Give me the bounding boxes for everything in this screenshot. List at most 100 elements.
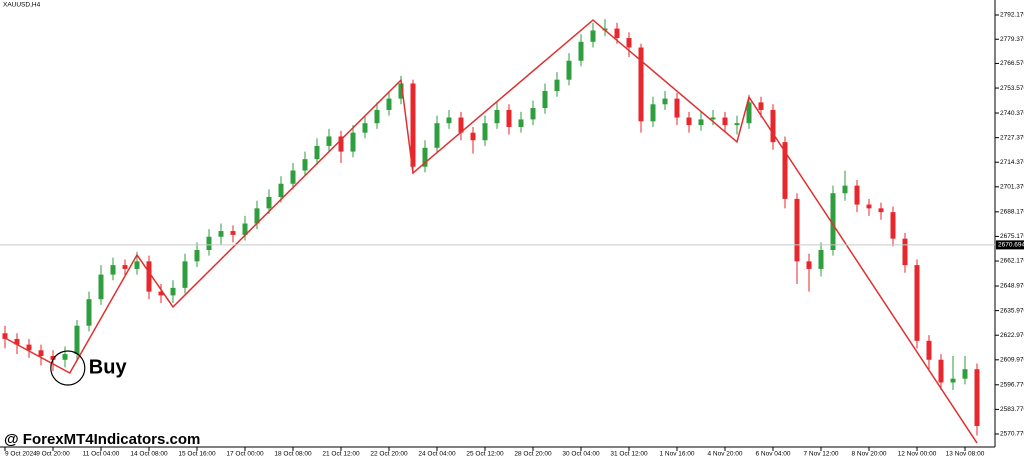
- candle-body: [254, 208, 260, 224]
- y-tick-label: 2675.170: [1000, 233, 1024, 240]
- candle-body: [866, 204, 872, 209]
- candle-body: [62, 354, 68, 360]
- x-tick-label: 17 Oct 00:00: [226, 451, 264, 458]
- x-tick-label: 13 Nov 08:00: [946, 451, 985, 458]
- candle-body: [170, 287, 176, 296]
- candle-body: [698, 119, 704, 126]
- candle-body: [782, 142, 788, 199]
- candle-body: [890, 212, 896, 239]
- candle-body: [818, 249, 824, 269]
- x-tick-label: 1 Nov 16:00: [659, 451, 694, 458]
- candle-body: [542, 91, 548, 109]
- candle-body: [302, 159, 308, 171]
- candle-body: [362, 123, 368, 133]
- candle-body: [146, 261, 152, 292]
- candle-body: [194, 249, 200, 262]
- candle-body: [770, 109, 776, 143]
- candle-body: [290, 170, 296, 184]
- y-tick-label: 2779.370: [1000, 36, 1024, 43]
- y-tick-label: 2688.170: [1000, 209, 1024, 216]
- annotation-circle: [50, 350, 86, 386]
- candle-body: [626, 38, 632, 48]
- y-tick-label: 2648.970: [1000, 283, 1024, 290]
- x-tick-label: 15 Oct 16:00: [178, 451, 216, 458]
- candle-body: [470, 132, 476, 141]
- candle-body: [2, 333, 8, 339]
- candle-body: [410, 83, 416, 167]
- candle-body: [38, 350, 44, 356]
- candle-body: [938, 359, 944, 383]
- x-tick-label: 30 Oct 04:00: [562, 451, 600, 458]
- candle-body: [722, 117, 728, 126]
- candle-body: [218, 231, 224, 237]
- y-tick-label: 2766.570: [1000, 60, 1024, 67]
- candle-body: [674, 98, 680, 118]
- candle-body: [278, 183, 284, 198]
- candle-body: [746, 102, 752, 124]
- candle-body: [182, 261, 188, 288]
- candle-body: [230, 231, 236, 235]
- x-tick-label: 22 Oct 20:00: [370, 451, 408, 458]
- x-tick-label: 21 Oct 12:00: [322, 451, 360, 458]
- x-tick-label: 31 Oct 12:00: [610, 451, 648, 458]
- candle-body: [110, 265, 116, 275]
- zigzag-line: [4, 19, 978, 444]
- plot-area: [2, 19, 980, 444]
- candle-body: [554, 79, 560, 92]
- candle-body: [734, 123, 740, 126]
- x-tick-label: 11 Oct 04:00: [83, 451, 120, 458]
- candle-body: [566, 60, 572, 80]
- x-tick-label: 6 Nov 04:00: [755, 451, 790, 458]
- x-tick-label: 18 Oct 08:00: [274, 451, 312, 458]
- x-tick-label: 14 Oct 08:00: [130, 451, 168, 458]
- y-tick-label: 2701.370: [1000, 184, 1024, 191]
- candle-body: [530, 108, 536, 120]
- y-tick-label: 2740.370: [1000, 110, 1024, 117]
- candle-body: [854, 185, 860, 205]
- candle-body: [950, 378, 956, 383]
- y-tick-label: 2635.970: [1000, 307, 1024, 314]
- y-tick-label: 2727.370: [1000, 134, 1024, 141]
- candle-body: [842, 185, 848, 194]
- candle-body: [434, 123, 440, 148]
- candle-body: [686, 117, 692, 126]
- candle-body: [14, 338, 20, 345]
- x-tick-label: 25 Oct 12:00: [466, 451, 504, 458]
- current-price-label: 2670.694: [998, 242, 1024, 249]
- candle-body: [458, 117, 464, 133]
- candle-body: [26, 344, 32, 351]
- candle-body: [758, 102, 764, 110]
- y-tick-label: 2714.370: [1000, 159, 1024, 166]
- y-tick-label: 2570.770: [1000, 431, 1024, 438]
- x-tick-label: 4 Nov 20:00: [707, 451, 742, 458]
- candle-body: [914, 265, 920, 341]
- annotation-label: Buy: [89, 356, 128, 378]
- candle-body: [134, 261, 140, 269]
- candle-body: [494, 109, 500, 124]
- y-tick-label: 2596.770: [1000, 382, 1024, 389]
- y-tick-label: 2583.770: [1000, 406, 1024, 413]
- candle-body: [902, 238, 908, 266]
- candle-body: [794, 198, 800, 262]
- candle-body: [878, 208, 884, 213]
- candle-body: [446, 117, 452, 124]
- candle-body: [926, 340, 932, 360]
- y-tick-label: 2609.970: [1000, 357, 1024, 364]
- candle-body: [242, 223, 248, 235]
- candle-body: [374, 109, 380, 124]
- y-tick-label: 2622.970: [1000, 332, 1024, 339]
- candle-body: [506, 109, 512, 127]
- current-price-box: [996, 240, 1024, 250]
- x-tick-label: 9 Oct 2024: [5, 451, 37, 458]
- candle-body: [662, 98, 668, 105]
- x-tick-label: 24 Oct 04:00: [418, 451, 456, 458]
- x-tick-label: 28 Oct 20:00: [514, 451, 552, 458]
- candle-body: [614, 28, 620, 39]
- x-tick-label: 8 Nov 20:00: [851, 451, 886, 458]
- candle-body: [974, 369, 980, 426]
- candle-body: [710, 117, 716, 120]
- candle-body: [50, 355, 56, 360]
- candle-body: [578, 41, 584, 61]
